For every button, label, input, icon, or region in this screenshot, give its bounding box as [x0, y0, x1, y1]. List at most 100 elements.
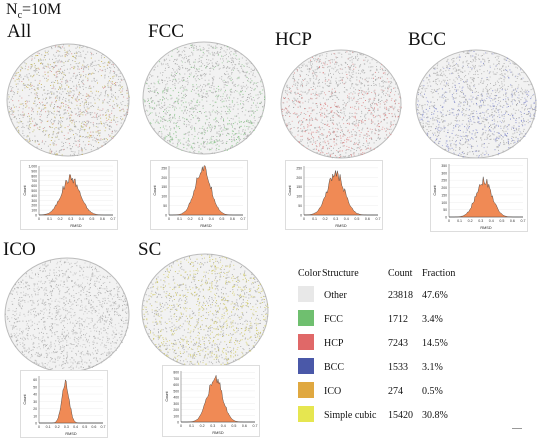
panel-label-ico: ICO	[3, 239, 36, 260]
panel-label-hcp: HCP	[275, 29, 312, 50]
legend-header-fraction: Fraction	[422, 268, 456, 279]
legend-header-structure: Structure	[322, 268, 359, 279]
histogram-area	[181, 374, 255, 423]
structure-name: BCC	[324, 362, 345, 373]
y-tick-label: 200	[296, 176, 302, 180]
y-tick-label: 700	[31, 179, 37, 183]
color-swatch	[298, 286, 314, 302]
y-tick-label: 0	[445, 216, 447, 220]
y-tick-label: 300	[441, 171, 447, 175]
x-tick-label: 0.4	[79, 217, 84, 221]
x-tick-label: 0.7	[101, 425, 106, 429]
y-tick-label: 0	[300, 214, 302, 218]
x-tick-label: 0.5	[219, 217, 224, 221]
y-tick-label: 100	[31, 209, 37, 213]
x-tick-label: 0.2	[468, 219, 473, 223]
y-axis-label: Count	[288, 184, 292, 195]
y-axis-label: Count	[433, 184, 437, 195]
legend-header-color: Color	[298, 268, 321, 279]
y-tick-label: 150	[441, 193, 447, 197]
x-tick-label: 0.4	[209, 217, 214, 221]
x-tick-label: 0.3	[478, 219, 483, 223]
structure-count: 274	[388, 386, 403, 397]
panel-label-all: All	[7, 21, 32, 42]
x-tick-label: 0.3	[210, 424, 215, 428]
structure-name: Other	[324, 290, 347, 301]
y-tick-label: 300	[173, 402, 179, 406]
y-tick-label: 0	[177, 421, 179, 425]
y-tick-label: 800	[31, 174, 37, 178]
y-tick-label: 350	[441, 164, 447, 168]
structure-count: 1712	[388, 314, 408, 325]
x-axis-label: RMSD	[70, 224, 81, 228]
histogram-area	[38, 174, 113, 216]
color-swatch	[298, 382, 314, 398]
panel-label-fcc: FCC	[148, 21, 184, 42]
y-tick-label: 100	[441, 201, 447, 205]
structure-fraction: 0.5%	[422, 386, 443, 397]
y-tick-label: 200	[161, 176, 167, 180]
x-tick-label: 0.5	[231, 424, 236, 428]
structure-name: ICO	[324, 386, 342, 397]
y-tick-label: 200	[441, 186, 447, 190]
x-tick-label: 0.6	[230, 217, 235, 221]
x-tick-label: 0	[448, 219, 450, 223]
sphere-sc	[141, 253, 269, 369]
y-tick-label: 900	[31, 169, 37, 173]
y-tick-label: 800	[173, 371, 179, 375]
y-tick-label: 700	[173, 377, 179, 381]
x-tick-label: 0.7	[241, 217, 246, 221]
sphere-bcc	[415, 49, 537, 159]
x-tick-label: 0.4	[221, 424, 226, 428]
x-axis-label: RMSD	[65, 432, 76, 436]
y-tick-label: 600	[31, 184, 37, 188]
y-tick-label: 0	[165, 214, 167, 218]
x-tick-label: 0.6	[91, 425, 96, 429]
histogram-area	[303, 170, 378, 216]
y-tick-label: 250	[296, 166, 302, 170]
x-tick-label: 0.5	[354, 217, 359, 221]
structure-name: HCP	[324, 338, 344, 349]
x-tick-label: 0.7	[521, 219, 526, 223]
x-tick-label: 0.1	[312, 217, 317, 221]
y-tick-label: 150	[296, 185, 302, 189]
y-tick-label: 40	[33, 393, 37, 397]
x-tick-label: 0.7	[111, 217, 116, 221]
y-tick-label: 100	[296, 195, 302, 199]
structure-count: 7243	[388, 338, 408, 349]
divider-mark	[512, 428, 522, 429]
structure-fraction: 3.4%	[422, 314, 443, 325]
x-tick-label: 0	[38, 425, 40, 429]
x-tick-label: 0.2	[58, 217, 63, 221]
page-title: Nc=10M	[6, 1, 62, 22]
x-axis-label: RMSD	[200, 224, 211, 228]
sphere-hcp	[280, 49, 402, 159]
x-tick-label: 0.4	[489, 219, 494, 223]
y-tick-label: 200	[31, 204, 37, 208]
sphere-all	[6, 43, 130, 157]
x-tick-label: 0.2	[188, 217, 193, 221]
color-swatch	[298, 310, 314, 326]
structure-count: 23818	[388, 290, 413, 301]
x-tick-label: 0.2	[323, 217, 328, 221]
structure-fraction: 30.8%	[422, 410, 448, 421]
x-tick-label: 0	[168, 217, 170, 221]
x-tick-label: 0.2	[200, 424, 205, 428]
sphere-fcc	[142, 41, 266, 155]
x-tick-label: 0.6	[100, 217, 105, 221]
x-axis-label: RMSD	[335, 224, 346, 228]
y-tick-label: 250	[161, 166, 167, 170]
histogram-area	[449, 176, 523, 218]
y-tick-label: 50	[443, 208, 447, 212]
y-tick-label: 400	[173, 396, 179, 400]
x-tick-label: 0	[38, 217, 40, 221]
y-tick-label: 60	[33, 378, 37, 382]
x-tick-label: 0.5	[89, 217, 94, 221]
y-axis-label: Count	[23, 393, 27, 404]
